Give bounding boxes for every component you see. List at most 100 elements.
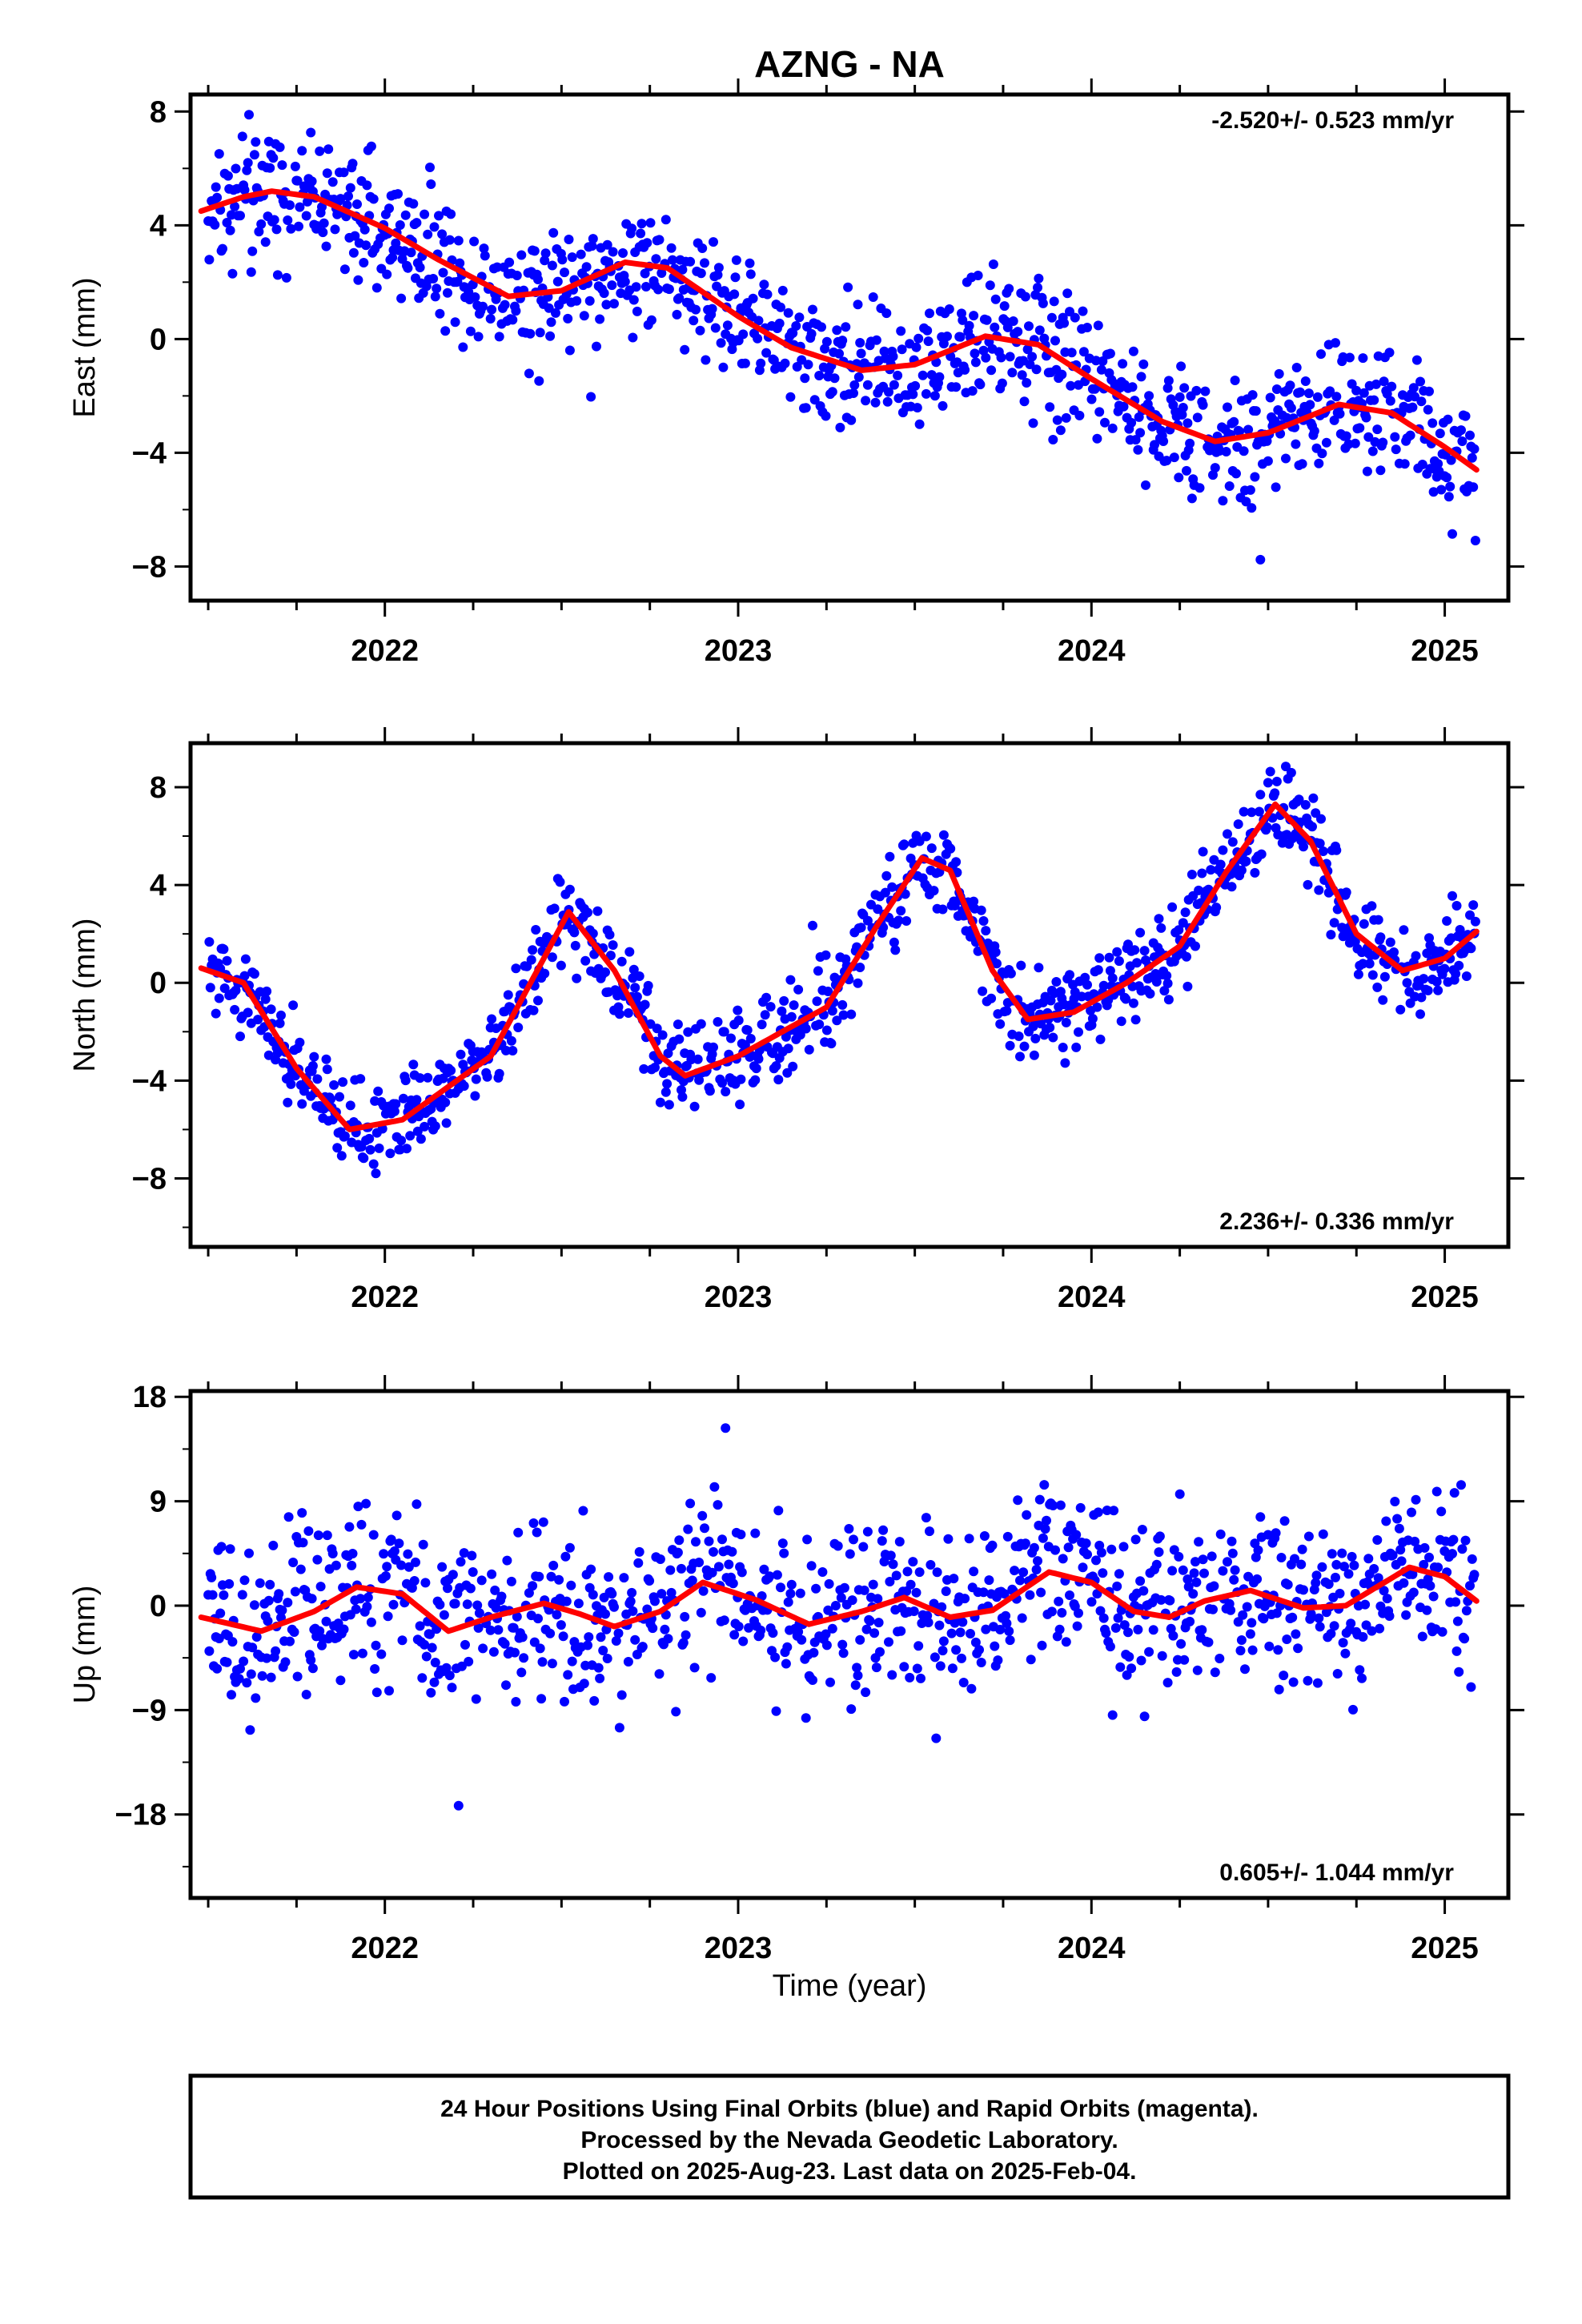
up-data-point [619,1573,629,1583]
east-data-point [636,219,647,229]
up-data-point [1312,1678,1323,1688]
east-data-point [275,142,285,152]
up-data-point [821,1640,832,1651]
up-data-point [1114,1569,1124,1579]
footer-line-3: Plotted on 2025-Aug-23. Last data on 202… [563,2158,1137,2185]
east-data-point [707,304,717,314]
east-data-point [465,326,476,336]
up-data-point [265,1579,275,1590]
east-data-point [1247,503,1257,513]
east-data-point [602,239,612,250]
east-data-point [242,165,252,175]
up-data-point [811,1583,821,1594]
up-data-point [1240,1664,1250,1675]
east-data-point [1127,382,1138,392]
east-data-point [973,271,983,280]
east-panel: 2022 2023 2024 2025 8 4 0 −4 −8 East (mm) -2.520+/… [68,78,1524,668]
up-data-point [1303,1675,1313,1686]
up-data-point [678,1638,689,1648]
up-data-point [322,1530,332,1541]
east-data-point [307,176,317,187]
up-data-point [513,1527,524,1538]
east-data-point [1135,428,1146,438]
up-data-point [1133,1624,1143,1634]
north-data-point [260,994,271,1004]
east-data-point [999,301,1010,312]
east-data-point [599,288,609,299]
north-data-point [526,955,536,965]
up-data-point [353,1502,363,1512]
east-data-point [934,372,945,382]
east-data-point [791,321,801,331]
up-data-point [1357,1673,1367,1683]
east-data-point [1025,360,1035,369]
north-data-point [981,926,991,936]
up-data-point [593,1663,604,1673]
east-data-point [654,235,665,245]
east-data-point [601,300,612,310]
up-data-point [289,1627,299,1637]
east-data-point [435,308,445,319]
up-data-point [1130,1534,1141,1545]
east-data-point [564,235,574,244]
north-data-point [1061,1017,1071,1027]
up-data-point [1215,1654,1225,1663]
north-data-point [1105,966,1115,976]
east-data-point [1208,470,1218,480]
north-data-point [1468,900,1479,911]
up-data-point [1005,1635,1015,1646]
north-data-point [283,1097,293,1108]
north-data-point [503,990,513,1000]
north-data-point [652,1023,662,1034]
up-data-point [1407,1507,1416,1518]
up-data-point [1203,1637,1214,1647]
east-data-point [438,267,448,278]
up-data-point [382,1562,392,1572]
east-data-point [801,403,811,413]
up-data-point [1456,1480,1466,1490]
east-data-point [292,175,303,186]
up-data-point [1338,1638,1348,1648]
up-data-point [1074,1608,1083,1618]
east-data-point [843,282,853,292]
east-data-point [1410,392,1420,402]
up-data-point [247,1642,258,1653]
east-data-point [925,308,934,319]
north-data-point [1470,916,1480,927]
up-data-point [1293,1643,1303,1654]
up-data-point [546,1571,556,1582]
north-x-tick-label: 2023 [705,1281,773,1314]
north-data-point [938,830,949,840]
north-data-point [1447,891,1457,901]
east-data-point [1271,384,1282,394]
east-data-point [1055,425,1066,436]
up-data-point [1408,1587,1419,1598]
north-data-point [1182,951,1191,962]
up-data-point [713,1500,723,1510]
up-data-point [887,1670,897,1680]
east-data-point [722,320,733,331]
east-data-point [1362,466,1372,476]
north-data-point [938,904,948,915]
north-data-point [1353,969,1363,979]
east-data-point [1136,372,1146,382]
east-data-point [272,270,283,280]
north-data-point [677,1092,688,1102]
north-data-point [531,925,541,935]
east-data-point [231,163,241,174]
up-data-point [1372,1535,1383,1545]
east-data-point [1229,416,1239,427]
east-data-point [1416,396,1427,407]
north-data-point [788,1061,798,1072]
north-data-point [307,1061,318,1071]
east-data-point [453,235,464,246]
up-data-point [1425,1581,1435,1591]
up-data-point [713,1562,724,1572]
up-data-point [691,1537,701,1547]
up-data-point [280,1657,291,1667]
up-data-point [1369,1564,1379,1574]
up-data-point [947,1663,958,1674]
up-data-point [1002,1531,1013,1542]
east-data-point [856,348,866,359]
